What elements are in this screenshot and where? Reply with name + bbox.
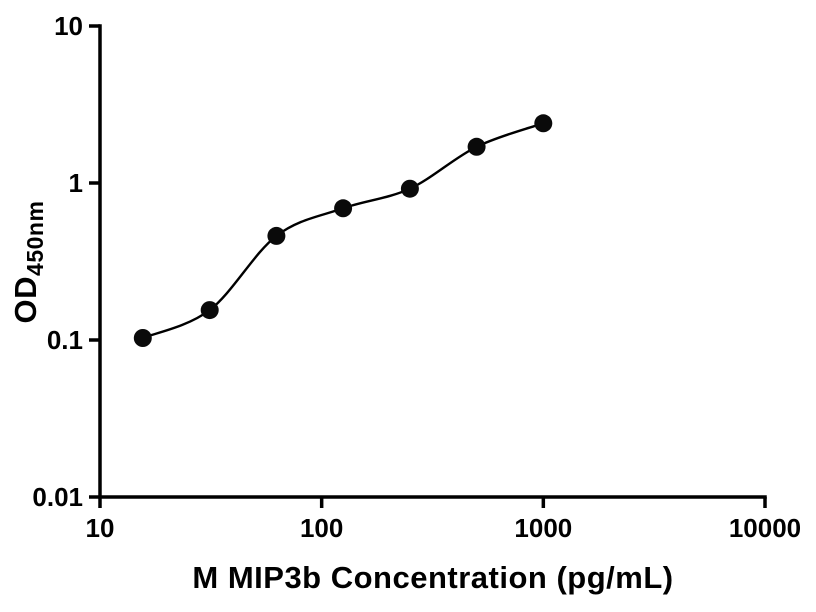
y-axis-title-main: OD — [8, 276, 43, 324]
data-point — [400, 179, 419, 198]
y-tick-label: 0.1 — [47, 325, 83, 355]
y-tick-label: 10 — [54, 11, 83, 41]
y-axis-title-sub: 450nm — [22, 201, 48, 276]
data-point — [467, 137, 486, 156]
data-point — [200, 301, 219, 320]
x-tick-label: 10000 — [729, 513, 801, 543]
y-tick-label: 1 — [69, 168, 83, 198]
x-tick-label: 10 — [86, 513, 115, 543]
x-axis-title: M MIP3b Concentration (pg/mL) — [192, 560, 673, 595]
y-tick-label: 0.01 — [32, 482, 83, 512]
data-point — [334, 199, 353, 218]
plot-area: 10 100 1000 10000 10 1 0.1 0.01 — [32, 11, 801, 543]
data-point — [133, 329, 152, 347]
x-tick-label: 1000 — [514, 513, 572, 543]
data-point — [267, 226, 286, 245]
axes-spine — [98, 24, 767, 499]
x-tick-label: 100 — [300, 513, 343, 543]
y-axis-title: OD450nm — [8, 201, 48, 324]
data-point — [534, 114, 553, 133]
